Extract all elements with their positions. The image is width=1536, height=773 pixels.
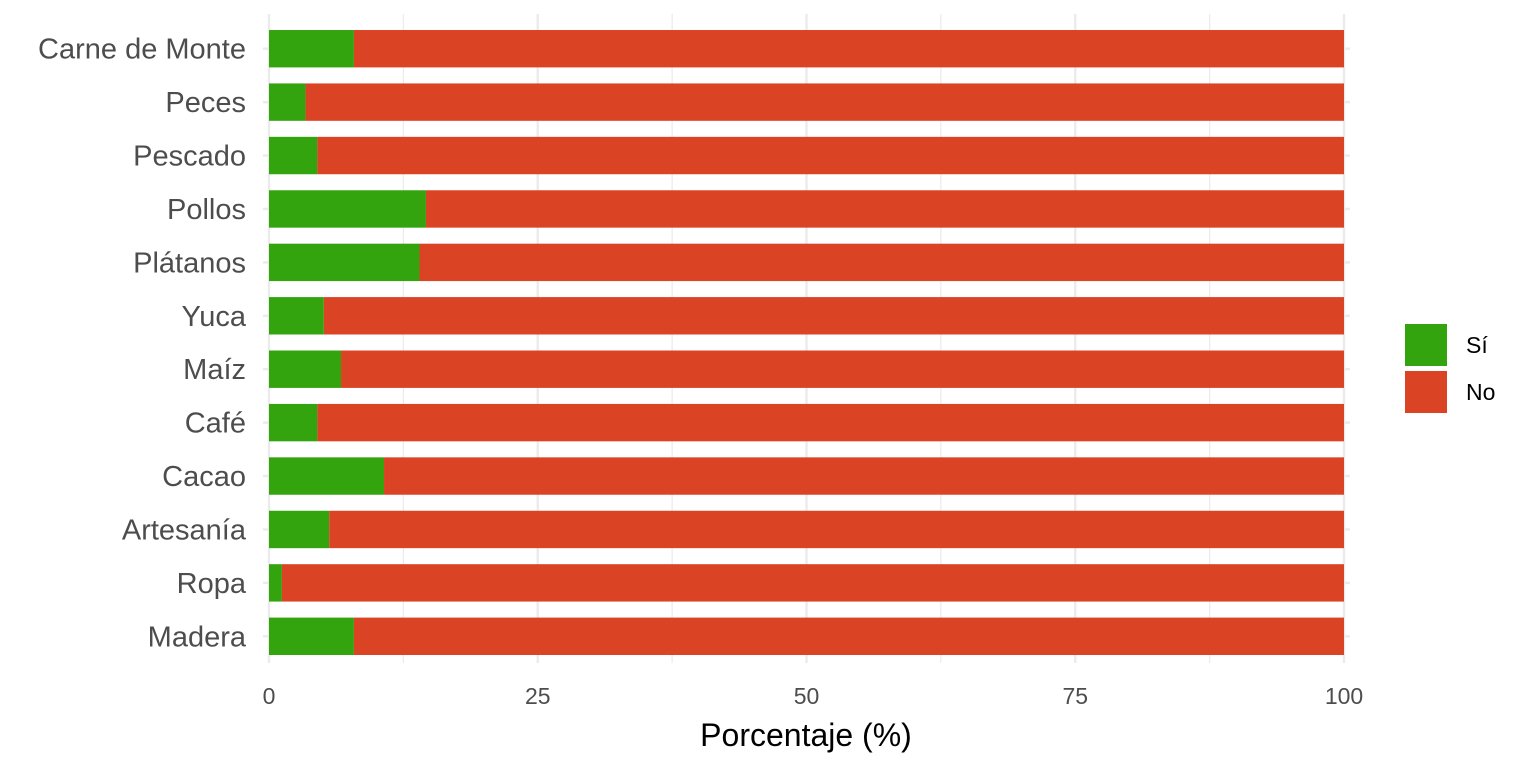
bar-no-5	[323, 297, 1344, 335]
bar-no-9	[329, 510, 1344, 549]
bar-no-1	[305, 83, 1344, 121]
bar-no-6	[341, 350, 1344, 388]
bar-no-3	[425, 190, 1344, 228]
category-label: Artesanía	[122, 514, 247, 546]
legend-key-no	[1405, 371, 1447, 413]
bar-no-10	[281, 564, 1344, 602]
category-labels: Carne de Monte Peces Pescado Pollos Plátanos…	[38, 34, 247, 654]
x-tick-label: 75	[1062, 683, 1088, 709]
category-label: Ropa	[177, 568, 247, 600]
legend-label: Sí	[1466, 332, 1488, 358]
category-label: Pescado	[133, 141, 246, 173]
bar-si-8	[269, 457, 385, 495]
category-label: Maíz	[183, 354, 246, 386]
bar-si-4	[269, 243, 420, 282]
category-label: Plátanos	[133, 247, 246, 279]
legend-key-si	[1405, 324, 1447, 366]
x-axis-title: Porcentaje (%)	[700, 717, 912, 753]
bar-si-6	[269, 350, 342, 388]
bar-no-2	[317, 136, 1344, 175]
category-label: Peces	[165, 87, 246, 119]
bars	[269, 30, 1344, 655]
legend-label: No	[1466, 379, 1495, 405]
category-label: Pollos	[167, 194, 246, 226]
bar-no-0	[353, 30, 1344, 68]
bar-no-4	[419, 243, 1344, 282]
x-tick-label: 25	[525, 683, 551, 709]
bar-si-9	[269, 510, 330, 549]
x-tick-label: 0	[263, 683, 276, 709]
bar-si-7	[269, 403, 318, 442]
bar-si-0	[269, 30, 354, 68]
bar-si-2	[269, 136, 318, 175]
category-label: Cacao	[162, 461, 246, 493]
bar-si-5	[269, 297, 324, 335]
bar-si-3	[269, 190, 426, 228]
bar-no-11	[353, 617, 1344, 655]
x-tick-label: 50	[794, 683, 820, 709]
x-tick-label: 100	[1325, 683, 1363, 709]
x-axis-ticks: 0 25 50 75 100	[263, 683, 1364, 709]
category-label: Café	[185, 408, 246, 440]
bar-no-7	[317, 403, 1344, 442]
category-label: Carne de Monte	[38, 34, 246, 66]
bar-no-8	[384, 457, 1344, 495]
bar-si-1	[269, 83, 306, 121]
bar-si-10	[269, 564, 282, 602]
category-label: Madera	[148, 621, 247, 653]
bar-si-11	[269, 617, 354, 655]
legend: Sí No	[1405, 324, 1495, 413]
category-label: Yuca	[182, 301, 247, 333]
